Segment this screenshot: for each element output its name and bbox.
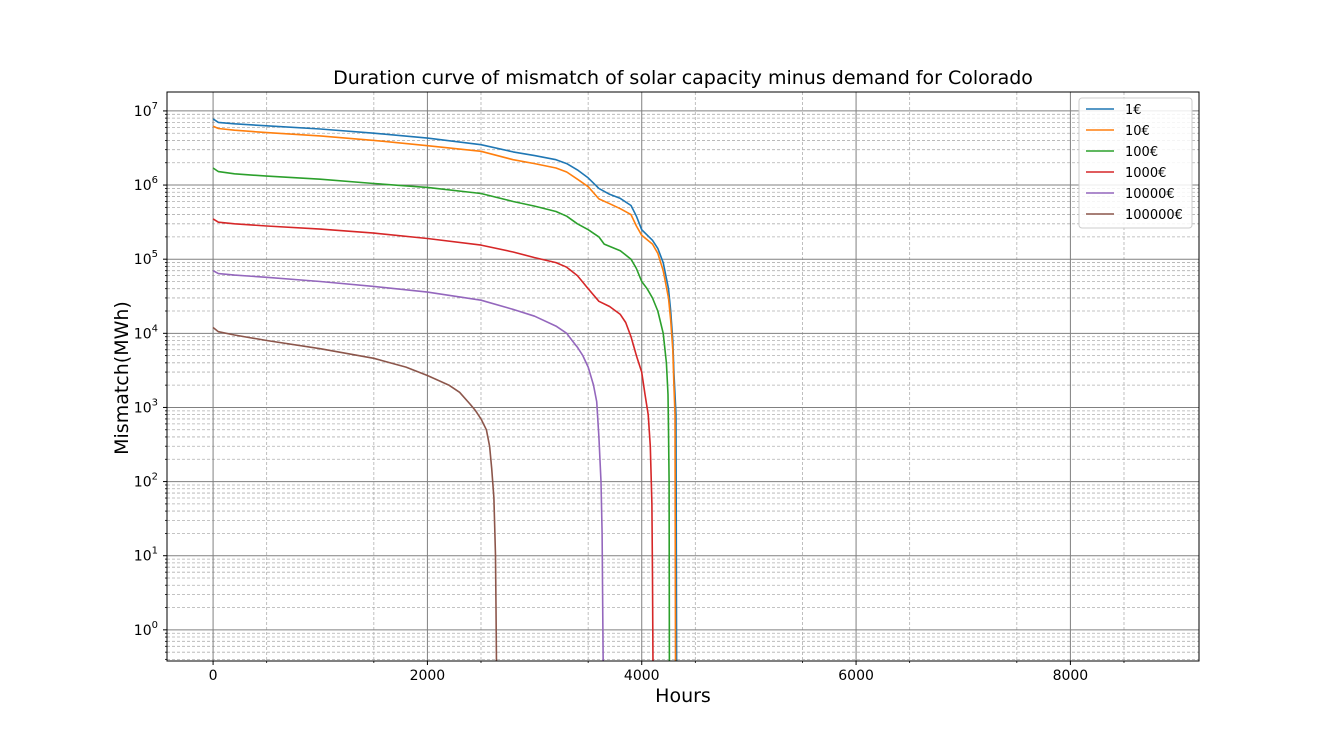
y-tick-label: 102: [134, 472, 158, 491]
axis-ticks: 0 2000 4000 6000 8000 100 101 102 103 104 105 106 10…: [134, 101, 1125, 684]
series-line: [212, 125, 677, 661]
legend-label: 100000€: [1125, 208, 1183, 223]
legend-label: 1€: [1125, 103, 1142, 118]
y-tick-label: 104: [134, 323, 158, 342]
legend: 1€ 10€ 100€ 1000€ 10000€ 100000€: [1078, 97, 1193, 229]
x-tick-label: 2000: [410, 668, 446, 684]
series-line: [212, 326, 498, 661]
y-tick-label: 103: [134, 397, 158, 416]
chart-title: Duration curve of mismatch of solar capa…: [333, 67, 1033, 89]
legend-label: 100€: [1125, 145, 1158, 160]
y-tick-label: 107: [134, 101, 158, 120]
series-line: [212, 167, 671, 661]
x-tick-label: 6000: [838, 668, 874, 684]
plot-frame: [166, 91, 1200, 662]
x-axis-label: Hours: [655, 685, 711, 707]
y-tick-label: 100: [134, 620, 158, 639]
series-line: [212, 218, 654, 661]
y-tick-label: 105: [134, 249, 158, 268]
x-tick-label: 8000: [1053, 668, 1089, 684]
y-tick-label: 101: [134, 546, 158, 565]
x-tick-label: 0: [209, 668, 218, 684]
major-gridlines: [167, 92, 1199, 661]
legend-label: 10€: [1125, 124, 1150, 139]
series-line: [212, 269, 604, 661]
series-layer: [212, 118, 678, 661]
y-tick-label: 106: [134, 175, 158, 194]
legend-label: 1000€: [1125, 166, 1166, 181]
legend-label: 10000€: [1125, 187, 1175, 202]
x-tick-label: 4000: [624, 668, 660, 684]
y-axis-label: Mismatch(MWh): [111, 301, 133, 455]
minor-gridlines: [167, 92, 1199, 661]
